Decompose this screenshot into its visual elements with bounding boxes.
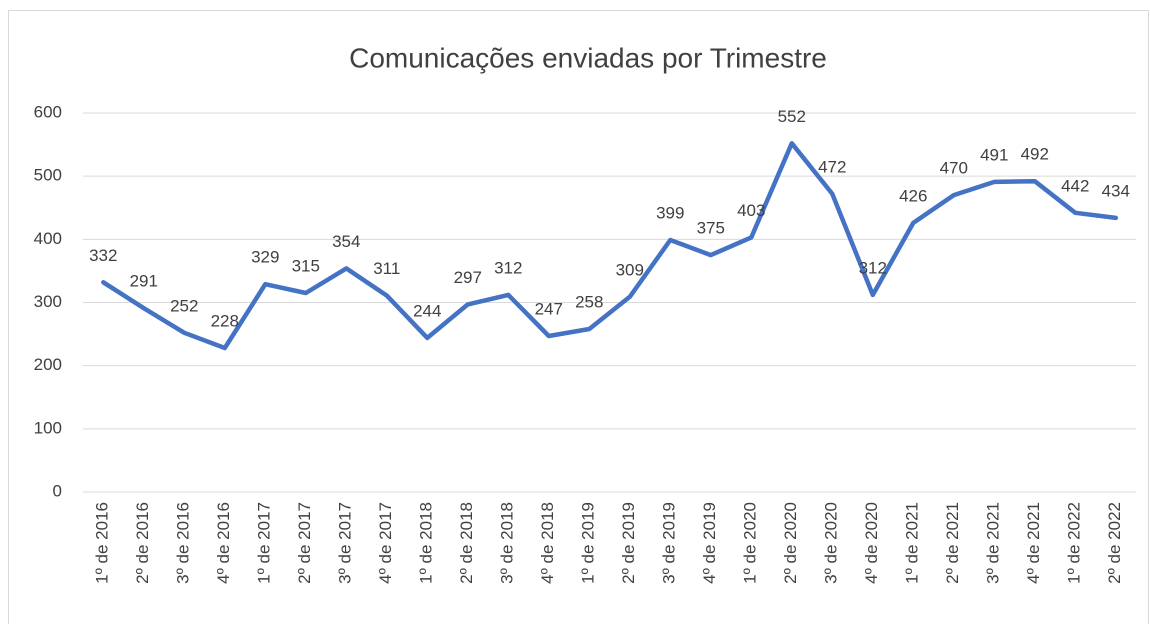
x-tick-label: 2º de 2022 <box>1105 502 1124 584</box>
data-label: 311 <box>373 259 400 278</box>
y-tick-label: 500 <box>34 166 62 185</box>
y-tick-label: 300 <box>34 292 62 311</box>
x-tick-label: 1º de 2019 <box>579 502 598 584</box>
x-tick-label: 1º de 2018 <box>417 502 436 584</box>
data-label: 312 <box>494 258 522 277</box>
x-tick-label: 2º de 2021 <box>943 502 962 584</box>
x-tick-label: 3º de 2019 <box>660 502 679 584</box>
x-tick-label: 1º de 2016 <box>93 502 112 584</box>
y-tick-label: 600 <box>34 102 62 121</box>
data-label: 312 <box>859 258 887 277</box>
x-tick-label: 2º de 2016 <box>133 502 152 584</box>
series-line <box>101 141 1119 351</box>
data-label: 332 <box>89 246 117 265</box>
data-label: 228 <box>211 311 239 330</box>
x-tick-label: 1º de 2017 <box>255 502 274 584</box>
data-label: 442 <box>1061 176 1089 195</box>
data-label: 252 <box>170 296 198 315</box>
data-label: 297 <box>454 268 482 287</box>
x-tick-label: 4º de 2019 <box>700 502 719 584</box>
data-label: 258 <box>575 293 603 312</box>
y-tick-label: 100 <box>34 418 62 437</box>
x-tick-label: 2º de 2020 <box>781 502 800 584</box>
data-label: 375 <box>697 219 725 238</box>
data-label: 309 <box>616 260 644 279</box>
data-label: 329 <box>251 248 279 267</box>
data-label: 315 <box>292 257 320 276</box>
chart-title: Comunicações enviadas por Trimestre <box>349 42 827 73</box>
x-tick-label: 2º de 2017 <box>295 502 314 584</box>
data-label: 291 <box>130 272 158 291</box>
data-label: 552 <box>778 107 806 126</box>
x-tick-label: 4º de 2018 <box>538 502 557 584</box>
data-label: 470 <box>940 159 968 178</box>
data-label: 491 <box>980 145 1008 164</box>
x-tick-label: 3º de 2021 <box>984 502 1003 584</box>
x-tick-label: 4º de 2021 <box>1024 502 1043 584</box>
x-tick-label: 4º de 2020 <box>862 502 881 584</box>
y-tick-label: 400 <box>34 229 62 248</box>
x-tick-label: 3º de 2020 <box>822 502 841 584</box>
data-label: 247 <box>535 299 563 318</box>
data-label: 399 <box>656 203 684 222</box>
data-label: 403 <box>737 201 765 220</box>
x-tick-label: 1º de 2022 <box>1065 502 1084 584</box>
x-tick-label: 4º de 2016 <box>214 502 233 584</box>
x-tick-label: 3º de 2017 <box>336 502 355 584</box>
data-label: 492 <box>1021 145 1049 164</box>
y-tick-label: 0 <box>53 481 62 500</box>
data-label: 354 <box>332 232 360 251</box>
x-tick-label: 1º de 2020 <box>741 502 760 584</box>
x-tick-label: 3º de 2016 <box>174 502 193 584</box>
x-tick-label: 2º de 2019 <box>619 502 638 584</box>
data-label: 472 <box>818 157 846 176</box>
data-label: 244 <box>413 301 441 320</box>
x-tick-label: 4º de 2017 <box>376 502 395 584</box>
x-tick-label: 3º de 2018 <box>498 502 517 584</box>
x-tick-label: 2º de 2018 <box>457 502 476 584</box>
data-label: 426 <box>899 186 927 205</box>
data-label: 434 <box>1102 181 1130 200</box>
y-tick-label: 200 <box>34 355 62 374</box>
x-tick-label: 1º de 2021 <box>903 502 922 584</box>
